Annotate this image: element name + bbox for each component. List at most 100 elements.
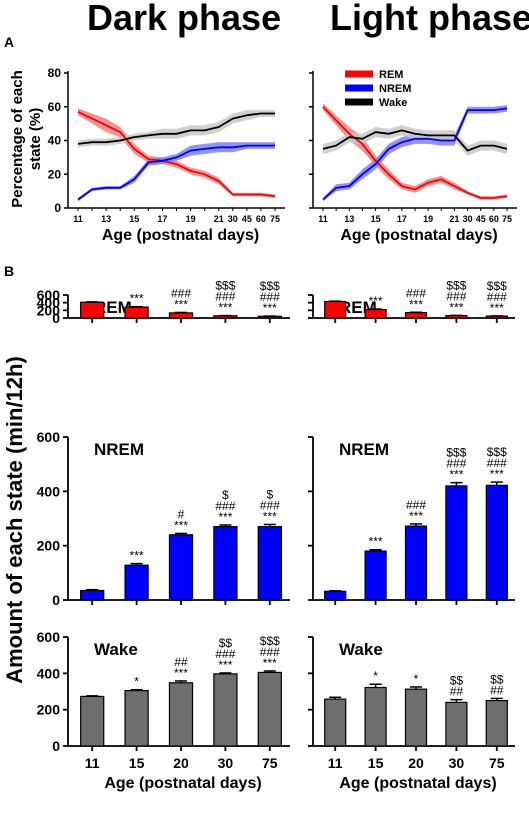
bar-75 — [485, 484, 508, 601]
dark-phase-heading: Dark phase — [87, 0, 281, 38]
significance-mark: $$$ — [487, 279, 507, 293]
y-tick-label: 0 — [52, 592, 60, 608]
significance-mark: ## — [174, 655, 188, 669]
panel-b-y-axis-label: Amount of each state (min/12h) — [2, 356, 27, 684]
panel-a-letter: A — [4, 34, 14, 50]
bar-11 — [80, 695, 105, 747]
significance-mark: ### — [215, 499, 235, 513]
significance-mark: *** — [218, 301, 232, 315]
significance-mark: $$$ — [446, 278, 466, 292]
significance-mark: $$$ — [487, 445, 507, 459]
bar-30 — [213, 673, 238, 747]
y-tick-label: 400 — [37, 665, 61, 681]
significance-mark: *** — [263, 656, 277, 670]
significance-mark: *** — [130, 292, 144, 306]
x-tick-label: 11 — [328, 755, 343, 771]
y-tick-label: 0 — [54, 201, 61, 215]
x-tick-label: 15 — [129, 755, 145, 771]
x-tick-label: 11 — [85, 755, 100, 771]
significance-mark: *** — [174, 666, 188, 680]
y-tick-label: 0 — [52, 738, 60, 754]
bar-chart-B-light-NREM: NREM******###***###$$$***###$$$ — [308, 436, 515, 605]
bar-15 — [124, 689, 149, 747]
panel-a-y-axis-label: Percentage of eachstate (%) — [9, 70, 44, 208]
x-tick-label: 15 — [371, 214, 381, 224]
y-tick-label: 20 — [48, 167, 62, 181]
significance-mark: *** — [218, 510, 232, 524]
y-tick-label: 600 — [37, 429, 61, 445]
bar-20 — [168, 534, 194, 601]
bar-11 — [324, 300, 347, 319]
significance-mark: $$$ — [260, 634, 280, 648]
series-line-wake — [322, 129, 508, 152]
bar-30 — [213, 315, 238, 319]
bar-15 — [124, 564, 149, 601]
significance-mark: * — [414, 672, 419, 686]
significance-mark: *** — [263, 301, 277, 315]
x-tick-label: 17 — [157, 214, 167, 224]
x-axis-label: Age (postnatal days) — [104, 775, 261, 792]
significance-mark: * — [373, 669, 378, 683]
bar-30 — [213, 526, 238, 601]
series-line-rem — [77, 110, 276, 198]
x-tick-label: 75 — [270, 214, 280, 224]
significance-mark: *** — [409, 297, 423, 311]
significance-mark: ### — [446, 289, 466, 303]
x-tick-label: 20 — [173, 755, 189, 771]
series-line-nrem — [77, 144, 275, 201]
sem-band-nrem — [323, 105, 507, 202]
bar-chart-B-light-REM: REM*** ***###***###$$$***###$$$ — [308, 278, 515, 323]
state-title: Wake — [94, 640, 138, 659]
x-tick-label: 15 — [129, 214, 139, 224]
y-label-line-2: state (%) — [27, 108, 44, 171]
series-line-nrem — [322, 107, 508, 201]
significance-mark: *** — [218, 658, 232, 672]
significance-mark: *** — [263, 509, 277, 523]
y-tick-label: 80 — [48, 66, 62, 80]
significance-mark: *** — [174, 297, 188, 311]
significance-mark: *** — [130, 549, 144, 563]
series-line-wake — [77, 112, 275, 145]
x-tick-label: 19 — [186, 214, 196, 224]
x-tick-label: 75 — [489, 755, 505, 771]
x-axis-label: Age (postnatal days) — [102, 227, 259, 244]
x-tick-label: 30 — [228, 214, 238, 224]
x-tick-label: 60 — [489, 214, 499, 224]
state-title: NREM — [339, 440, 389, 459]
bar-20 — [404, 688, 428, 747]
y-label-line-1: Percentage of each — [9, 70, 26, 208]
significance-mark: ## — [490, 683, 504, 697]
state-title: Wake — [339, 640, 383, 659]
sem-band-wake — [323, 125, 507, 156]
y-tick-label: 600 — [37, 287, 61, 303]
x-tick-label: 21 — [449, 214, 459, 224]
y-tick-label: 0 — [52, 310, 60, 326]
significance-mark: ### — [171, 286, 191, 300]
panel-b-letter: B — [4, 263, 14, 279]
significance-mark: ### — [260, 645, 280, 659]
bar-15 — [364, 308, 387, 319]
bar-75 — [257, 526, 282, 601]
x-tick-label: 13 — [344, 214, 354, 224]
y-tick-label: 40 — [48, 134, 62, 148]
x-tick-label: 30 — [449, 755, 465, 771]
legend-label-wake: Wake — [379, 97, 407, 109]
x-tick-label: 75 — [502, 214, 512, 224]
significance-mark: $$ — [490, 672, 504, 686]
bar-75 — [257, 671, 282, 747]
y-tick-label: 200 — [37, 702, 61, 718]
bar-75 — [485, 699, 508, 747]
bar-11 — [80, 589, 105, 601]
significance-mark: * — [134, 675, 139, 689]
significance-mark: *** — [449, 468, 463, 482]
significance-mark: ### — [260, 498, 280, 512]
bar-20 — [404, 312, 428, 319]
legend-label-nrem: NREM — [379, 83, 411, 95]
x-tick-label: 19 — [423, 214, 433, 224]
light-phase-heading: Light phase — [330, 0, 529, 38]
y-tick-label: 200 — [37, 302, 61, 318]
sem-band-nrem — [78, 142, 275, 202]
